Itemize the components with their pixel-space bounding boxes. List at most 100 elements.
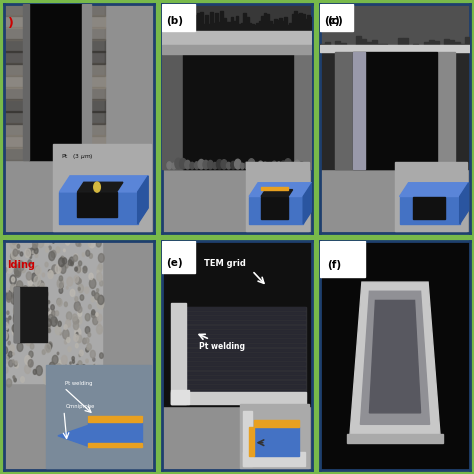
- Bar: [246, 162, 309, 231]
- Polygon shape: [261, 190, 292, 197]
- Bar: [226, 21, 228, 31]
- Bar: [269, 21, 272, 31]
- Circle shape: [64, 302, 67, 307]
- Circle shape: [14, 311, 19, 319]
- Circle shape: [30, 285, 35, 293]
- Circle shape: [55, 326, 61, 335]
- Circle shape: [44, 293, 47, 299]
- Bar: [266, 14, 269, 31]
- Bar: [4, 87, 105, 100]
- Circle shape: [89, 238, 95, 248]
- Circle shape: [13, 251, 15, 254]
- Circle shape: [11, 295, 17, 304]
- Bar: [272, 24, 274, 31]
- Bar: [353, 52, 437, 169]
- Polygon shape: [243, 452, 305, 465]
- Circle shape: [55, 319, 57, 323]
- Circle shape: [42, 350, 46, 355]
- Circle shape: [15, 268, 21, 277]
- Circle shape: [82, 365, 86, 372]
- Circle shape: [31, 296, 36, 305]
- Bar: [4, 99, 105, 112]
- Circle shape: [47, 308, 49, 311]
- Polygon shape: [249, 197, 303, 224]
- Bar: [259, 20, 261, 31]
- Circle shape: [13, 308, 18, 314]
- Circle shape: [30, 310, 34, 316]
- Bar: [182, 20, 185, 31]
- Circle shape: [59, 276, 63, 281]
- Circle shape: [276, 162, 281, 169]
- Bar: [4, 0, 105, 4]
- Circle shape: [86, 347, 89, 352]
- Circle shape: [75, 297, 78, 301]
- Circle shape: [49, 271, 53, 277]
- Polygon shape: [254, 427, 299, 456]
- Circle shape: [240, 163, 244, 169]
- Bar: [408, 47, 413, 50]
- Circle shape: [49, 310, 54, 317]
- Circle shape: [30, 344, 34, 349]
- Bar: [274, 19, 277, 31]
- Circle shape: [91, 310, 95, 315]
- Circle shape: [7, 265, 12, 273]
- Circle shape: [217, 160, 223, 169]
- Circle shape: [40, 334, 45, 341]
- Circle shape: [46, 344, 51, 352]
- Bar: [187, 394, 305, 397]
- Bar: [4, 39, 105, 52]
- Circle shape: [18, 251, 19, 254]
- Circle shape: [83, 266, 87, 273]
- Circle shape: [53, 241, 54, 243]
- Bar: [210, 12, 213, 31]
- Circle shape: [61, 257, 65, 263]
- Circle shape: [294, 160, 300, 169]
- Bar: [213, 23, 216, 31]
- Circle shape: [185, 160, 191, 169]
- Circle shape: [38, 337, 41, 340]
- Bar: [434, 41, 439, 50]
- Bar: [231, 17, 233, 31]
- Circle shape: [49, 251, 55, 261]
- Circle shape: [88, 333, 91, 337]
- Circle shape: [34, 248, 38, 254]
- Circle shape: [92, 291, 95, 296]
- Circle shape: [28, 360, 33, 367]
- Circle shape: [75, 267, 77, 271]
- Circle shape: [57, 279, 64, 288]
- Circle shape: [97, 289, 99, 292]
- Circle shape: [4, 323, 9, 329]
- Circle shape: [6, 289, 9, 292]
- Circle shape: [60, 368, 63, 371]
- Bar: [164, 23, 167, 31]
- Circle shape: [245, 162, 249, 169]
- Bar: [455, 42, 460, 50]
- Circle shape: [49, 246, 51, 250]
- Circle shape: [89, 273, 93, 280]
- Bar: [162, 241, 312, 406]
- Circle shape: [79, 243, 81, 246]
- Circle shape: [32, 273, 37, 282]
- Bar: [297, 14, 300, 31]
- Circle shape: [48, 324, 51, 328]
- Bar: [174, 25, 177, 31]
- Circle shape: [30, 309, 36, 319]
- Bar: [187, 358, 305, 360]
- Circle shape: [51, 317, 57, 326]
- Bar: [335, 52, 353, 169]
- Circle shape: [95, 365, 97, 367]
- Circle shape: [90, 279, 96, 289]
- Bar: [29, 4, 82, 160]
- Circle shape: [99, 264, 102, 270]
- Circle shape: [75, 277, 80, 284]
- Circle shape: [62, 356, 67, 365]
- Bar: [186, 307, 306, 399]
- Circle shape: [26, 337, 31, 346]
- Bar: [14, 287, 47, 342]
- Circle shape: [72, 360, 74, 363]
- Circle shape: [24, 265, 27, 269]
- Polygon shape: [249, 183, 312, 197]
- Circle shape: [75, 328, 81, 337]
- Circle shape: [44, 291, 48, 297]
- Bar: [4, 75, 105, 88]
